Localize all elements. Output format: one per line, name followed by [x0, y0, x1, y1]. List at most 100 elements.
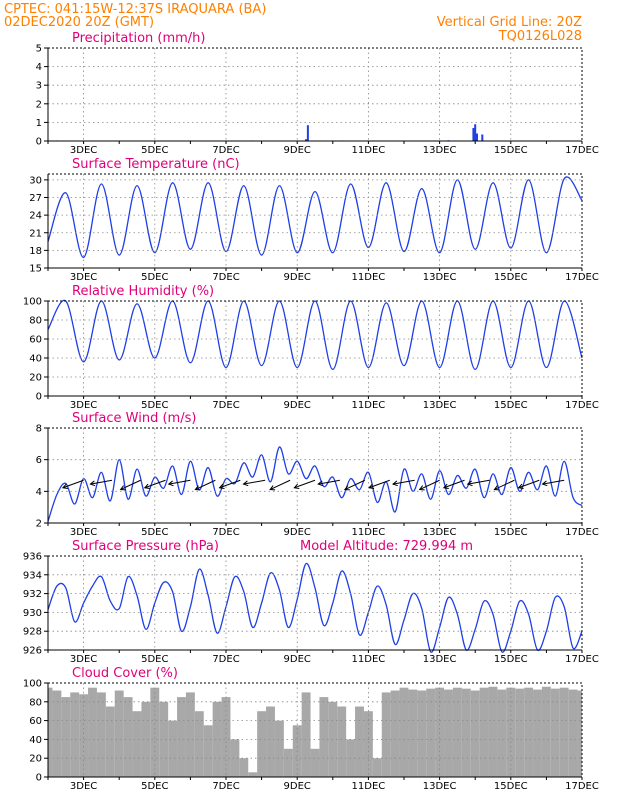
pressure-panel: Surface Pressure (hPa)Model Altitude: 72…	[23, 539, 599, 665]
cloud-cover-bar	[542, 687, 551, 777]
humidity-ytick-label: 60	[29, 335, 42, 346]
precipitation-ytick-label: 1	[36, 118, 42, 129]
humidity-ytick-label: 80	[29, 316, 42, 327]
temperature-ytick-label: 15	[29, 264, 42, 275]
cloud-cover-bar	[453, 688, 462, 777]
wind-series-line	[48, 447, 582, 521]
temperature-ytick-label: 21	[29, 228, 42, 239]
cloud-cover-bar	[480, 688, 489, 777]
precipitation-ytick-label: 0	[36, 137, 42, 148]
wind-ytick-label: 6	[36, 455, 42, 466]
wind-xtick-label: 11DEC	[352, 527, 386, 538]
precipitation-title: Precipitation (mm/h)	[72, 31, 205, 46]
precipitation-bar	[307, 125, 309, 141]
temperature-series-line	[48, 177, 582, 257]
cloud-cover-bar	[124, 697, 133, 777]
wind-frame	[48, 428, 582, 523]
wind-xtick-label: 3DEC	[70, 527, 97, 538]
wind-arrow	[543, 480, 565, 485]
pressure-xtick-label: 17DEC	[565, 654, 599, 665]
temperature-xtick-label: 7DEC	[212, 272, 239, 283]
cloud-cover-bar	[400, 688, 409, 777]
cloud-cover-ytick-label: 40	[29, 735, 42, 746]
temperature-ytick-label: 24	[29, 211, 42, 222]
pressure-ytick-label: 936	[23, 552, 42, 563]
precipitation-bar	[474, 124, 476, 141]
precipitation-ytick-label: 4	[36, 62, 42, 73]
temperature-ytick-label: 30	[29, 175, 42, 186]
cloud-cover-bar	[204, 725, 213, 777]
humidity-ytick-label: 0	[36, 392, 42, 403]
cloud-cover-bar	[284, 749, 293, 777]
temperature-xtick-label: 3DEC	[70, 272, 97, 283]
cloud-cover-bar	[408, 690, 417, 777]
header-grid-note: Vertical Grid Line: 20Z	[437, 15, 582, 30]
pressure-annotation: Model Altitude: 729.994 m	[300, 539, 473, 554]
humidity-xtick-label: 5DEC	[141, 400, 168, 411]
cloud-cover-bar	[311, 749, 320, 777]
cloud-cover-bar	[115, 691, 124, 777]
humidity-xtick-label: 15DEC	[494, 400, 528, 411]
precipitation-xtick-label: 11DEC	[352, 145, 386, 156]
cloud-cover-bar	[533, 690, 542, 777]
cloud-cover-ytick-label: 20	[29, 754, 42, 765]
cloud-cover-bar	[97, 692, 106, 777]
cloud-cover-bar	[373, 758, 382, 777]
cloud-cover-bar	[177, 697, 186, 777]
pressure-xtick-label: 13DEC	[423, 654, 457, 665]
precipitation-ytick-label: 2	[36, 99, 42, 110]
wind-arrow	[393, 480, 415, 485]
cloud-cover-bar	[364, 711, 373, 777]
pressure-ytick-label: 928	[23, 627, 42, 638]
pressure-ytick-label: 932	[23, 589, 42, 600]
pressure-xtick-label: 9DEC	[284, 654, 311, 665]
wind-xtick-label: 7DEC	[212, 527, 239, 538]
precipitation-xtick-label: 17DEC	[565, 145, 599, 156]
precipitation-xtick-label: 3DEC	[70, 145, 97, 156]
pressure-series-line	[48, 563, 582, 652]
cloud-cover-bar	[48, 688, 52, 777]
temperature-xtick-label: 9DEC	[284, 272, 311, 283]
pressure-xtick-label: 5DEC	[141, 654, 168, 665]
cloud-cover-xtick-label: 17DEC	[565, 781, 599, 792]
cloud-cover-bar	[275, 721, 284, 777]
humidity-xtick-label: 3DEC	[70, 400, 97, 411]
pressure-xtick-label: 7DEC	[212, 654, 239, 665]
cloud-cover-ytick-label: 60	[29, 716, 42, 727]
cloud-cover-bar	[355, 707, 364, 778]
cloud-cover-bar	[319, 697, 328, 777]
cloud-cover-ytick-label: 80	[29, 697, 42, 708]
cloud-cover-xtick-label: 5DEC	[141, 781, 168, 792]
wind-ytick-label: 2	[36, 519, 42, 530]
pressure-ytick-label: 934	[23, 570, 42, 581]
cloud-cover-bar	[248, 772, 257, 777]
cloud-cover-bar	[444, 690, 453, 777]
temperature-xtick-label: 13DEC	[423, 272, 457, 283]
pressure-xtick-label: 11DEC	[352, 654, 386, 665]
wind-title: Surface Wind (m/s)	[72, 411, 196, 426]
cloud-cover-bar	[391, 691, 400, 777]
precipitation-ytick-label: 3	[36, 81, 42, 92]
cloud-cover-bar	[106, 707, 115, 778]
cloud-cover-ytick-label: 100	[23, 679, 42, 690]
cloud-cover-bar	[61, 697, 70, 777]
cloud-cover-bar	[257, 711, 266, 777]
cloud-cover-bar	[497, 690, 506, 777]
wind-arrow	[519, 480, 540, 488]
wind-xtick-label: 9DEC	[284, 527, 311, 538]
humidity-xtick-label: 7DEC	[212, 400, 239, 411]
precipitation-xtick-label: 5DEC	[141, 145, 168, 156]
cloud-cover-xtick-label: 9DEC	[284, 781, 311, 792]
precipitation-frame	[48, 48, 582, 141]
cloud-cover-xtick-label: 11DEC	[352, 781, 386, 792]
temperature-xtick-label: 17DEC	[565, 272, 599, 283]
wind-xtick-label: 5DEC	[141, 527, 168, 538]
humidity-series-line	[48, 300, 582, 369]
temperature-ytick-label: 18	[29, 246, 42, 257]
cloud-cover-bar	[302, 692, 311, 777]
cloud-cover-bar	[168, 721, 177, 777]
